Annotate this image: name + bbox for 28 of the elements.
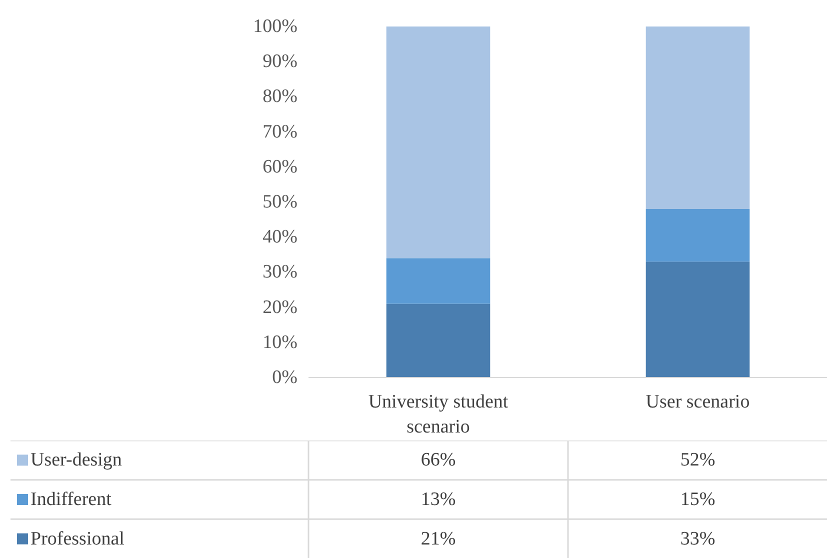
data-label: 21% [420, 528, 456, 550]
bar [386, 258, 490, 304]
data-label: 33% [680, 528, 716, 550]
y-tick-label: 100% [253, 16, 298, 37]
legend-label: Professional [30, 528, 124, 550]
legend-label: Indifferent [30, 489, 112, 510]
y-tick-label: 10% [262, 332, 298, 353]
bar [646, 209, 750, 262]
y-tick-label: 90% [262, 51, 298, 72]
x-tick-label: University student scenario [368, 392, 509, 438]
y-tick-label: 60% [262, 156, 298, 178]
y-tick-label: 30% [262, 262, 298, 283]
legend-label: User-design [30, 450, 122, 471]
bar [646, 26, 750, 210]
y-tick-label: 40% [262, 226, 298, 248]
bar [386, 26, 490, 258]
y-tick-label: 20% [262, 296, 298, 318]
data-label: 66% [420, 450, 456, 471]
y-tick-label: 50% [262, 192, 298, 212]
data-label: 52% [680, 450, 716, 471]
y-tick-label: 70% [262, 121, 298, 142]
bar [646, 262, 750, 378]
x-tick-label: User scenario [646, 392, 750, 412]
data-label: 13% [420, 489, 456, 510]
bar [386, 304, 490, 378]
y-tick-label: 0% [272, 367, 298, 388]
y-tick-label: 80% [262, 86, 298, 108]
data-label: 15% [680, 489, 716, 510]
